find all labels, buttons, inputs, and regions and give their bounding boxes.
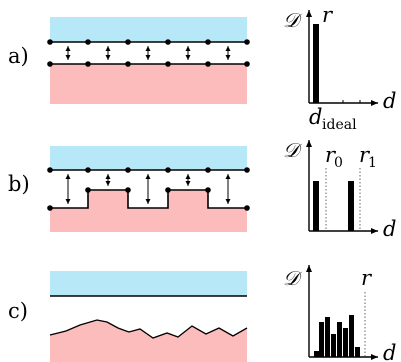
chart-b-marker-r0: r xyxy=(325,143,337,167)
chart-b-marker-r1: r xyxy=(359,143,371,167)
atom-dot xyxy=(47,39,53,45)
atom-dot xyxy=(165,187,171,193)
chart-a-marker-dideal: d xyxy=(309,105,322,129)
atom-dot xyxy=(244,167,250,173)
chart-a-marker-r: r xyxy=(322,3,334,27)
panel-b-spacing-arrows xyxy=(65,174,231,204)
chart-a-marker-dideal-sub: ideal xyxy=(322,117,357,133)
atom-dot xyxy=(85,61,91,67)
panel-b-top-region xyxy=(50,146,247,170)
atom-dot xyxy=(125,61,131,67)
panel-a-bottom-region xyxy=(50,64,247,104)
atom-dot xyxy=(47,205,53,211)
panel-b: b) xyxy=(8,138,396,241)
atom-dot xyxy=(125,167,131,173)
chart-c-y-label: 𝒟 xyxy=(283,266,303,290)
panel-a-label: a) xyxy=(8,44,29,68)
panel-a: a) xyxy=(8,3,396,133)
panel-c-chart: 𝒟 d r xyxy=(283,265,396,362)
atom-dot xyxy=(205,39,211,45)
panel-c-top-region xyxy=(50,271,247,296)
panel-b-dots xyxy=(47,167,250,211)
panel-c-rough-line xyxy=(49,319,248,339)
panel-a-dots xyxy=(47,39,250,67)
chart-a-x-label: d xyxy=(383,89,396,113)
chart-b-marker-r0-sub: 0 xyxy=(334,155,343,171)
atom-dot xyxy=(244,39,250,45)
chart-b-bar xyxy=(313,181,319,231)
atom-dot xyxy=(125,39,131,45)
chart-c-x-label: d xyxy=(383,341,396,362)
atom-dot xyxy=(47,167,53,173)
atom-dot xyxy=(85,187,91,193)
atom-dot xyxy=(244,205,250,211)
panel-c: c) 𝒟 d r xyxy=(8,265,396,362)
chart-c-bar xyxy=(314,351,319,357)
atom-dot xyxy=(125,187,131,193)
panel-b-chart: 𝒟 d r 0 r 1 xyxy=(283,138,396,241)
chart-c-bar xyxy=(337,322,342,357)
atom-dot xyxy=(205,167,211,173)
chart-a-bar xyxy=(313,24,319,103)
chart-a-y-label: 𝒟 xyxy=(283,8,303,32)
chart-b-marker-r1-sub: 1 xyxy=(368,155,377,171)
chart-c-marker-r: r xyxy=(361,266,373,290)
panel-b-bottom-region xyxy=(50,190,247,232)
panel-a-top-region xyxy=(50,17,247,42)
atom-dot xyxy=(244,61,250,67)
atom-dot xyxy=(165,167,171,173)
atom-dot xyxy=(85,167,91,173)
chart-b-y-label: 𝒟 xyxy=(283,138,303,162)
atom-dot xyxy=(47,61,53,67)
chart-c-bar xyxy=(343,328,348,357)
panel-c-bottom-region xyxy=(50,320,247,362)
chart-c-bar xyxy=(331,334,336,357)
chart-c-bar xyxy=(325,317,330,357)
chart-c-bar xyxy=(355,347,360,357)
chart-b-x-label: d xyxy=(383,217,396,241)
panel-c-label: c) xyxy=(8,299,28,323)
atom-dot xyxy=(85,39,91,45)
chart-b-bar xyxy=(348,181,354,231)
atom-dot xyxy=(205,187,211,193)
atom-dot xyxy=(205,61,211,67)
atom-dot xyxy=(165,61,171,67)
panel-b-step-line xyxy=(50,189,247,209)
chart-c-bar xyxy=(319,322,324,357)
panel-a-spacing-arrows xyxy=(65,46,231,60)
chart-c-bar xyxy=(349,315,354,357)
panel-a-chart: 𝒟 d r d ideal xyxy=(283,3,396,133)
atom-dot xyxy=(165,39,171,45)
panel-b-label: b) xyxy=(8,172,30,196)
